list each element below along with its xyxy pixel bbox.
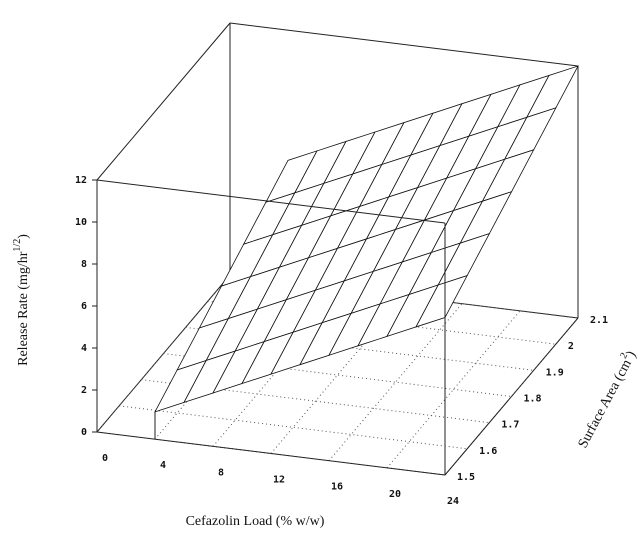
y-tick-label: 1.6	[479, 446, 497, 457]
x-tick-label: 12	[273, 475, 285, 486]
z-label-end: )	[16, 234, 31, 239]
x-tick-label: 0	[102, 453, 108, 464]
z-tick-label: 8	[81, 259, 87, 270]
z-axis-label: Release Rate (mg/hr1/2)	[12, 234, 31, 366]
x-tick-label: 8	[218, 467, 224, 478]
grid-line	[229, 274, 579, 319]
x-tick-label: 4	[160, 460, 166, 471]
y-tick-label: 2.1	[590, 315, 608, 326]
x-tick-label: 16	[331, 482, 343, 493]
x-tick-label: 24	[447, 496, 459, 507]
grid-line	[207, 300, 556, 345]
box-edge	[96, 179, 446, 224]
y-label-text: Surface Area (cm	[576, 357, 635, 451]
z-tick-label: 12	[75, 175, 87, 186]
y-tick-label: 1.8	[524, 394, 542, 405]
z-label-text: Release Rate (mg/hr	[16, 251, 31, 366]
box-edge	[96, 431, 446, 476]
z-tick-label: 2	[81, 385, 87, 396]
y-tick-label: 1.7	[501, 420, 519, 431]
z-label-sup: 1/2	[12, 239, 23, 252]
x-axis-label: Cefazolin Load (% w/w)	[186, 514, 325, 529]
x-tick-label: 20	[389, 489, 401, 500]
z-tick-label: 4	[81, 343, 87, 354]
y-tick-label: 2	[568, 341, 574, 352]
grid-line	[185, 326, 534, 371]
grid-line	[141, 379, 490, 424]
box-edge	[444, 317, 579, 476]
grid-line	[119, 405, 468, 450]
y-axis-label: Surface Area (cm2)	[572, 347, 639, 451]
z-tick-label: 0	[81, 427, 87, 438]
z-tick-label: 10	[75, 217, 87, 228]
grid-line	[163, 353, 512, 397]
box-edge	[229, 22, 579, 67]
y-label-sup: 2	[618, 351, 630, 361]
y-tick-label: 1.9	[546, 367, 564, 378]
box-edge	[96, 22, 231, 181]
surface-cell	[415, 274, 468, 328]
y-tick-label: 1.5	[457, 472, 475, 483]
y-label-end: )	[624, 349, 640, 360]
z-tick-label: 6	[81, 301, 87, 312]
